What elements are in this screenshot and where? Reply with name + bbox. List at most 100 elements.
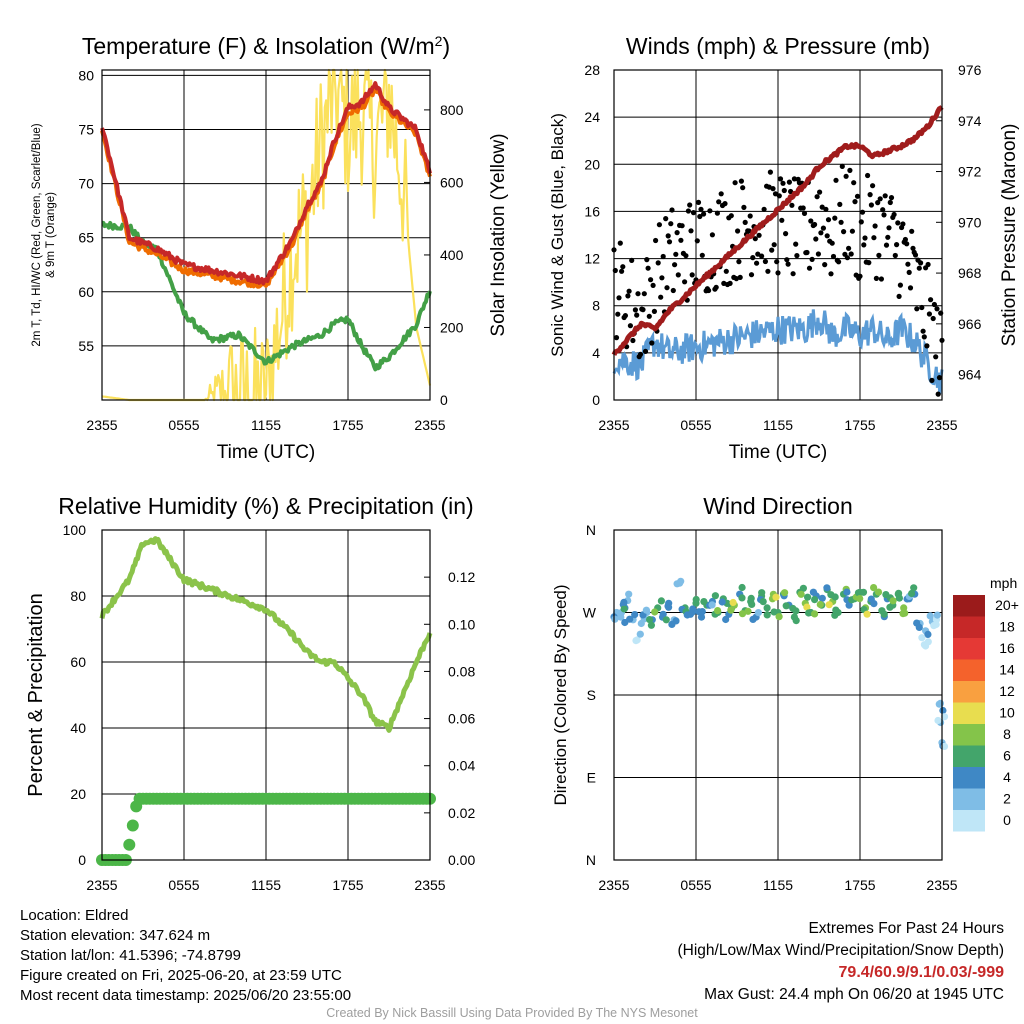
gust-point bbox=[701, 211, 707, 217]
direction-point bbox=[823, 584, 831, 592]
x-tick-label: 0555 bbox=[680, 417, 711, 433]
gust-point bbox=[754, 260, 760, 266]
y-tick-label: 0 bbox=[592, 392, 600, 408]
y2-tick-label: 0.00 bbox=[448, 852, 475, 868]
gust-point bbox=[828, 271, 834, 277]
direction-point bbox=[677, 577, 685, 585]
gust-point bbox=[679, 223, 685, 229]
gust-point bbox=[907, 285, 914, 291]
direction-point bbox=[940, 742, 949, 751]
direction-point bbox=[843, 588, 851, 596]
gust-point bbox=[914, 306, 920, 312]
direction-point bbox=[700, 598, 708, 606]
direction-point bbox=[870, 600, 878, 608]
direction-point bbox=[647, 621, 656, 629]
gust-point bbox=[735, 228, 741, 234]
x-tick-label: 2355 bbox=[86, 877, 117, 893]
gust-point bbox=[779, 217, 785, 223]
gust-point bbox=[829, 240, 835, 246]
gust-point bbox=[774, 259, 780, 265]
precip-point bbox=[123, 838, 136, 851]
gust-point bbox=[924, 343, 930, 349]
y-axis-label: Percent & Precipitation bbox=[25, 593, 47, 796]
direction-point bbox=[811, 610, 819, 618]
recent-data-text: Most recent data timestamp: 2025/06/20 2… bbox=[20, 987, 352, 1004]
direction-point bbox=[708, 601, 716, 609]
gust-point bbox=[852, 199, 858, 205]
direction-point bbox=[692, 595, 700, 604]
y-tick-label: 8 bbox=[592, 298, 600, 314]
y-tick-label: 75 bbox=[78, 122, 94, 138]
gust-point bbox=[775, 270, 781, 276]
direction-point bbox=[748, 600, 756, 609]
gust-point bbox=[780, 180, 786, 186]
gust-point bbox=[785, 261, 791, 267]
gust-point bbox=[714, 210, 721, 216]
created-text: Figure created on Fri, 2025-06-20, at 23… bbox=[20, 967, 342, 984]
gust-point bbox=[617, 240, 623, 246]
legend-swatch bbox=[953, 702, 985, 724]
gust-point bbox=[894, 242, 900, 248]
y-tick-label: 65 bbox=[78, 230, 94, 246]
extremes-values: 79.4/60.9/9.1/0.03/-999 bbox=[838, 964, 1004, 981]
gust-point bbox=[892, 252, 898, 259]
gust-point bbox=[690, 210, 697, 216]
direction-point bbox=[799, 584, 808, 592]
direction-point bbox=[625, 590, 633, 598]
direction-point bbox=[910, 584, 918, 592]
gust-point bbox=[716, 199, 722, 205]
gust-point bbox=[813, 236, 819, 242]
max-gust-text: Max Gust: 24.4 mph On 06/20 at 1945 UTC bbox=[704, 986, 1004, 1003]
x-tick-label: 2355 bbox=[414, 417, 445, 433]
gust-point bbox=[844, 255, 851, 261]
gust-point bbox=[800, 205, 806, 211]
legend-label: 12 bbox=[999, 683, 1015, 699]
series-line-station-pressure bbox=[611, 105, 944, 356]
gust-point bbox=[630, 337, 636, 344]
gust-point bbox=[770, 186, 776, 192]
y-tick-label: 40 bbox=[70, 720, 86, 736]
direction-point bbox=[859, 588, 868, 596]
y-tick-label: 55 bbox=[78, 338, 94, 354]
gust-point bbox=[637, 351, 644, 357]
direction-point bbox=[782, 602, 790, 610]
gust-point bbox=[697, 213, 703, 220]
y-tick-label: N bbox=[586, 852, 596, 868]
direction-point bbox=[763, 611, 771, 619]
gust-point bbox=[622, 313, 629, 319]
direction-point bbox=[711, 592, 720, 600]
x-tick-label: 1755 bbox=[844, 877, 875, 893]
x-tick-label: 0555 bbox=[168, 877, 199, 893]
gust-point bbox=[619, 268, 625, 274]
direction-point bbox=[934, 716, 942, 725]
gust-point bbox=[673, 251, 679, 257]
direction-point bbox=[772, 593, 780, 601]
gust-point bbox=[644, 257, 650, 263]
direction-point bbox=[936, 699, 945, 708]
y2-tick-label: 600 bbox=[440, 174, 464, 190]
gust-point bbox=[822, 262, 828, 268]
direction-point bbox=[886, 603, 894, 611]
direction-point bbox=[874, 588, 883, 596]
direction-point bbox=[899, 610, 907, 618]
direction-point bbox=[803, 603, 811, 611]
y-tick-label: 70 bbox=[78, 176, 94, 192]
legend-swatch bbox=[953, 638, 985, 660]
gust-point bbox=[794, 253, 800, 259]
y-tick-label: E bbox=[587, 770, 596, 786]
gust-point bbox=[833, 177, 839, 183]
gust-point bbox=[675, 272, 681, 278]
gust-point bbox=[868, 202, 875, 208]
y2-tick-label: 0.08 bbox=[448, 663, 475, 679]
direction-point bbox=[781, 589, 789, 597]
legend-label: 6 bbox=[1003, 748, 1011, 764]
direction-point bbox=[804, 593, 812, 601]
direction-point bbox=[636, 630, 644, 638]
direction-point bbox=[759, 598, 767, 606]
direction-point bbox=[918, 634, 926, 642]
gust-point bbox=[888, 195, 895, 201]
legend-swatch bbox=[953, 745, 985, 767]
gust-point bbox=[823, 206, 829, 212]
gust-point bbox=[873, 275, 880, 281]
